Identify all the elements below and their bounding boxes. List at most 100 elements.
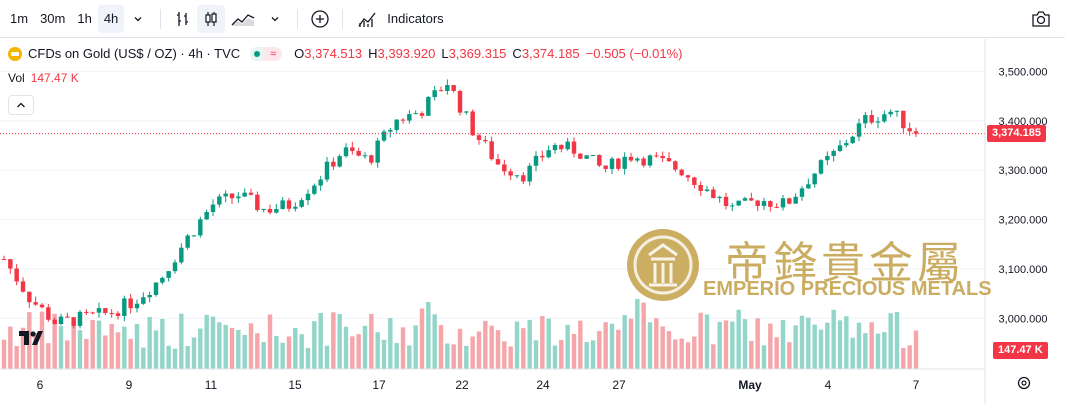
volume-bar [210,316,216,369]
volume-bar [147,316,152,369]
volume-bar [223,324,228,369]
settings-gear-icon[interactable] [1017,376,1031,390]
candle-body [293,206,298,209]
indicators-button[interactable]: Indicators [387,11,444,26]
low-value: 3,369.315 [448,46,507,61]
volume-bar [267,314,273,369]
volume-value: 147.47 K [30,71,79,85]
open-label: O [294,46,305,61]
volume-bar [616,329,621,369]
volume-bar [546,318,551,369]
volume-bar [426,302,431,369]
candle-body [128,298,133,309]
watermark-chinese-text: 帝鋒貴金屬 [725,238,965,289]
candle-body [388,129,393,132]
price-tick-label: 3,500.000 [999,67,1048,79]
candle-body [236,196,241,199]
candle-body [191,235,197,237]
area-chart-style-icon[interactable] [225,5,261,33]
candle-body [362,155,368,157]
candlesticks [1,79,919,329]
volume-bar [242,334,247,369]
bar-chart-style-icon[interactable] [169,5,197,33]
volume-bar [445,343,450,369]
candle-chart-style-icon[interactable] [197,4,226,33]
candle-body [863,115,868,124]
timeframe-1h[interactable]: 1h [77,10,92,26]
volume-bar [388,318,393,369]
timeframe-30m[interactable]: 30m [40,10,66,26]
candle-body [761,201,767,206]
candle-body [185,235,190,248]
candle-body [1,259,7,261]
emperio-watermark: 帝鋒貴金屬 EMPERIO PRECIOUS METALS [625,225,995,305]
volume-bar [755,318,760,369]
volume-bar [831,309,836,369]
change-value: −0.505 (−0.01%) [585,46,683,61]
time-tick-label: May [738,378,762,392]
volume-bar [204,314,209,369]
timeframe-1m[interactable]: 1m [10,10,29,26]
volume-bar [578,320,583,369]
volume-bar [14,346,19,369]
data-delay-icon[interactable]: ≈ [264,46,283,61]
time-tick-label: 11 [205,378,218,392]
candle-body [343,147,349,157]
candle-body [489,141,494,160]
volume-bars [1,298,919,369]
volume-legend[interactable]: Vol 147.47 K [8,71,79,85]
volume-bar [521,328,526,369]
candle-body [622,156,627,169]
candle-body [84,311,89,313]
symbol-title[interactable]: CFDs on Gold (US$ / OZ) · 4h · TVC [28,46,241,61]
candle-body [698,184,703,191]
low-label: L [441,46,449,61]
volume-bar [122,326,127,369]
volume-bar [141,347,146,369]
candle-body [768,201,773,207]
volume-bar [736,309,741,369]
volume-bar [825,322,830,369]
volume-bar [153,330,159,369]
volume-bar [261,342,266,369]
timeframe-4h[interactable]: 4h [97,4,125,33]
time-tick-label: 24 [536,378,550,392]
indicators-icon[interactable] [353,5,381,33]
volume-bar [508,346,513,369]
volume-bar [172,348,178,369]
candle-body [641,158,646,166]
candle-body [413,113,418,115]
volume-bar [1,339,7,369]
candle-body [730,205,735,207]
candle-body [521,175,526,182]
volume-bar [489,325,494,369]
volume-bar [717,321,722,369]
collapse-legend-button[interactable] [8,95,34,115]
volume-bar [419,308,425,369]
price-chart[interactable]: 3,500.000 3,400.000 3,300.000 3,200.000 3,10… [0,39,1065,404]
compare-add-icon[interactable] [306,5,334,33]
volume-bar [483,320,488,369]
candle-body [286,200,292,209]
volume-bar [502,341,507,369]
candle-body [476,135,482,140]
candle-body [172,262,178,272]
volume-bar [869,322,874,369]
chart-style-dropdown-icon[interactable] [261,5,289,33]
timeframe-dropdown-icon[interactable] [124,5,152,33]
candle-body [552,144,558,151]
time-axis[interactable]: 6 9 11 15 17 22 24 27 May 4 7 [37,378,920,392]
volume-bar [39,311,45,369]
camera-icon[interactable] [1027,5,1055,33]
candle-body [793,196,798,204]
price-axis[interactable]: 3,500.000 3,400.000 3,300.000 3,200.000 3,10… [999,67,1048,326]
volume-bar [901,348,906,369]
market-status-icon[interactable] [250,46,265,61]
volume-bar [375,332,380,369]
volume-bar [863,333,868,369]
candle-body [685,175,691,178]
volume-bar [552,345,558,369]
volume-bar [103,335,108,369]
volume-bar [628,318,634,369]
tradingview-logo-icon[interactable] [18,330,44,351]
